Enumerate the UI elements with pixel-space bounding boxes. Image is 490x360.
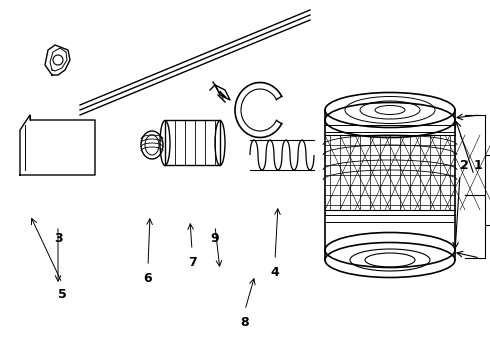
- Text: 6: 6: [144, 271, 152, 284]
- Text: 7: 7: [188, 256, 196, 269]
- Text: 4: 4: [270, 266, 279, 279]
- Text: 8: 8: [241, 315, 249, 328]
- Text: 9: 9: [211, 231, 220, 244]
- Text: 2: 2: [460, 158, 468, 171]
- Text: 1: 1: [474, 158, 482, 171]
- Text: 3: 3: [54, 231, 62, 244]
- Text: 5: 5: [58, 288, 66, 302]
